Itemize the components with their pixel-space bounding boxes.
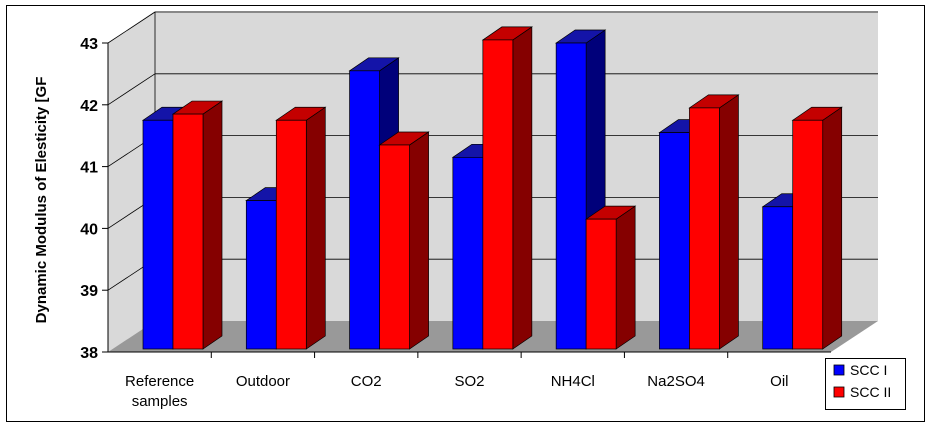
bar-front: [379, 144, 410, 350]
bar-scc-ii: [791, 106, 843, 350]
x-tick-label: Reference: [125, 373, 194, 390]
bar-scc-ii: [275, 106, 327, 350]
legend-swatch: [833, 386, 845, 398]
y-tick-label: 43: [80, 36, 98, 53]
y-tick-label: 42: [80, 98, 98, 115]
bar-front: [792, 119, 824, 350]
bar-side: [202, 100, 223, 350]
bar-front: [762, 206, 794, 350]
legend-label: SCC I: [850, 362, 887, 378]
bar-side: [512, 26, 533, 350]
bar-scc-ii: [585, 205, 637, 350]
y-tick-label: 39: [80, 283, 98, 300]
bar-scc-ii: [481, 26, 533, 350]
bar-scc-ii: [171, 100, 224, 350]
bar-front: [585, 218, 617, 350]
x-tick-label: CO2: [351, 373, 382, 390]
x-tick-label: Outdoor: [236, 373, 290, 390]
legend: SCC I SCC II: [825, 358, 906, 410]
legend-label: SCC II: [850, 384, 891, 400]
bar-scc-ii: [688, 94, 740, 350]
bar-front: [245, 200, 277, 350]
bar-scc-ii: [378, 131, 430, 350]
bar-front: [555, 42, 587, 350]
y-tick-label: 38: [80, 345, 98, 362]
y-axis-label: Dynamic Modulus of Elesticity [GF: [33, 77, 50, 324]
bar-front: [689, 107, 720, 350]
x-tick-label: SO2: [454, 373, 484, 390]
bar-side: [305, 106, 326, 350]
bar-side: [615, 205, 636, 350]
x-tick-label: Oil: [770, 373, 788, 390]
legend-swatch: [833, 364, 845, 376]
gridline-side: [107, 73, 156, 106]
bar-front: [659, 132, 690, 350]
y-tick-label: 41: [80, 160, 98, 177]
y-tick-label: 40: [80, 221, 98, 238]
bar-front: [142, 119, 174, 350]
bar-front: [275, 119, 307, 350]
bar-front: [452, 156, 484, 350]
x-tick-label: samples: [132, 393, 188, 410]
bar-side: [409, 131, 429, 350]
bar-front: [172, 113, 204, 350]
x-tick-label: Na2SO4: [647, 373, 705, 390]
gridline-side: [107, 11, 156, 44]
bar-front: [482, 39, 514, 350]
bar-front: [349, 70, 380, 350]
bar-side: [822, 106, 843, 350]
bar-side: [719, 94, 739, 350]
x-tick-label: NH4Cl: [551, 373, 595, 390]
